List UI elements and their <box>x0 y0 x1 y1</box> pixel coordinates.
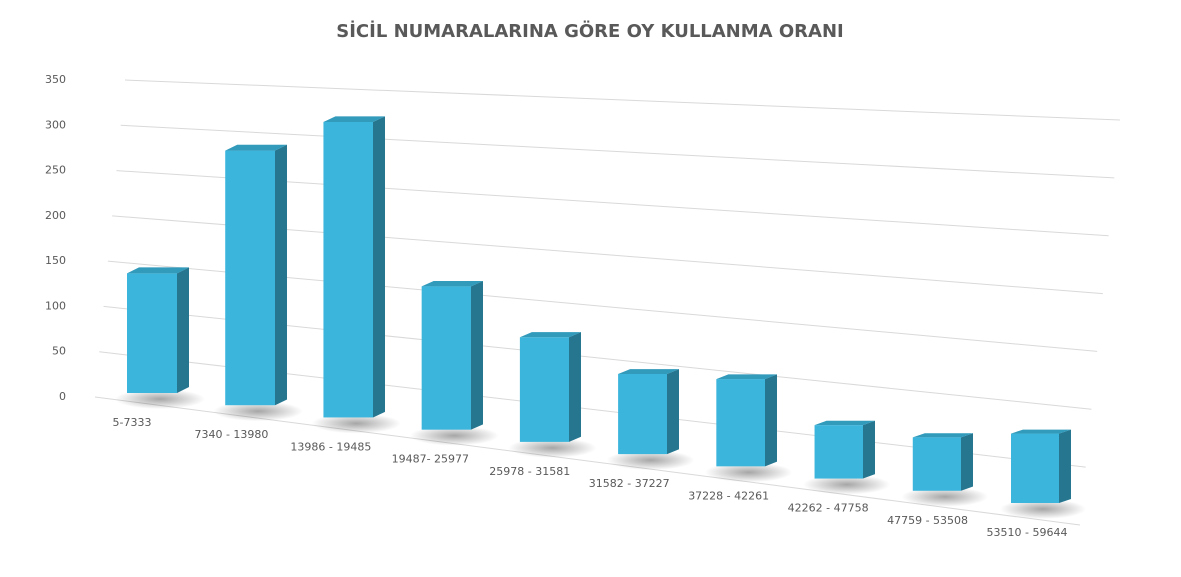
bar-top <box>421 281 483 287</box>
bar-side <box>275 144 287 406</box>
bar-top-shade <box>225 144 287 151</box>
x-tick-label: 53510 - 59644 <box>987 526 1068 539</box>
bar-top-shade <box>127 267 189 274</box>
y-tick-label: 200 <box>45 209 66 222</box>
x-tick-label: 5-7333 <box>113 416 152 429</box>
bar-top <box>716 374 777 380</box>
grid-line <box>124 79 1121 121</box>
bar-shadow <box>704 462 793 483</box>
bar-side-shade <box>471 281 483 430</box>
bar-top <box>127 267 189 274</box>
bar <box>1011 433 1059 503</box>
bar-shadow <box>213 401 303 422</box>
bar-side-shade <box>569 332 581 442</box>
bar-shadow <box>409 425 499 446</box>
chart-title: SİCİL NUMARALARINA GÖRE OY KULLANMA ORAN… <box>336 20 843 42</box>
bar-side-shade <box>863 420 875 479</box>
bar <box>421 286 471 430</box>
bar-top-shade <box>519 332 581 338</box>
bar-side-shade <box>177 267 189 393</box>
bar-side-shade <box>765 374 777 467</box>
bar-side-shade <box>373 116 385 418</box>
y-tick-label: 350 <box>45 73 66 86</box>
bar-side-shade <box>1059 429 1071 503</box>
bar-side-shade <box>961 433 973 491</box>
bar-top-shade <box>912 433 973 438</box>
bar-side <box>471 281 483 430</box>
bar <box>618 373 667 455</box>
x-tick-label: 25978 - 31581 <box>489 465 570 478</box>
bar-side-shade <box>275 144 287 406</box>
x-tick-label: 19487- 25977 <box>392 453 469 466</box>
bar <box>225 150 275 406</box>
y-tick-label: 0 <box>59 390 66 403</box>
bar-side <box>569 332 581 442</box>
bar-top <box>225 144 287 151</box>
bar-top <box>912 433 973 438</box>
bar-top <box>814 420 875 426</box>
bar-top <box>1011 429 1071 434</box>
bar-top-shade <box>814 420 875 426</box>
bar <box>716 379 765 467</box>
bar-shadow <box>606 450 695 471</box>
bar-side <box>177 267 189 393</box>
y-tick-label: 150 <box>45 254 66 267</box>
grid-line <box>120 124 1115 179</box>
bar-side <box>765 374 777 467</box>
bar-shadow <box>115 389 205 409</box>
bar-top <box>323 116 385 122</box>
x-tick-label: 13986 - 19485 <box>290 440 371 453</box>
bar-top-shade <box>323 116 385 122</box>
x-tick-label: 47759 - 53508 <box>887 514 968 527</box>
bar-shadow <box>311 413 401 434</box>
bar-top-shade <box>618 369 679 374</box>
y-tick-label: 100 <box>45 299 66 312</box>
bar-shadow <box>803 474 891 495</box>
bar-shadow <box>999 499 1087 519</box>
x-tick-label: 37228 - 42261 <box>688 489 769 502</box>
bar-side <box>1059 429 1071 503</box>
x-tick-label: 42262 - 47758 <box>788 502 869 515</box>
bar-side <box>961 433 973 491</box>
bar-top-shade <box>421 281 483 287</box>
x-tick-label: 7340 - 13980 <box>194 428 268 441</box>
y-tick-label: 250 <box>45 164 66 177</box>
bar-top <box>618 369 679 374</box>
bar <box>912 437 961 491</box>
bar-top-shade <box>716 374 777 380</box>
bar-side <box>667 369 679 455</box>
bar <box>814 425 863 479</box>
bar <box>127 273 177 393</box>
bar <box>323 121 373 418</box>
bar <box>519 337 569 442</box>
bar-side-shade <box>667 369 679 455</box>
bar-shadow <box>901 486 989 507</box>
bar-shadow <box>508 437 597 458</box>
bar-side <box>863 420 875 479</box>
bar-side <box>373 116 385 418</box>
bar-top-shade <box>1011 429 1071 434</box>
y-tick-label: 50 <box>52 345 66 358</box>
bar-top <box>519 332 581 338</box>
y-tick-label: 300 <box>45 118 66 131</box>
x-tick-label: 31582 - 37227 <box>589 477 670 490</box>
